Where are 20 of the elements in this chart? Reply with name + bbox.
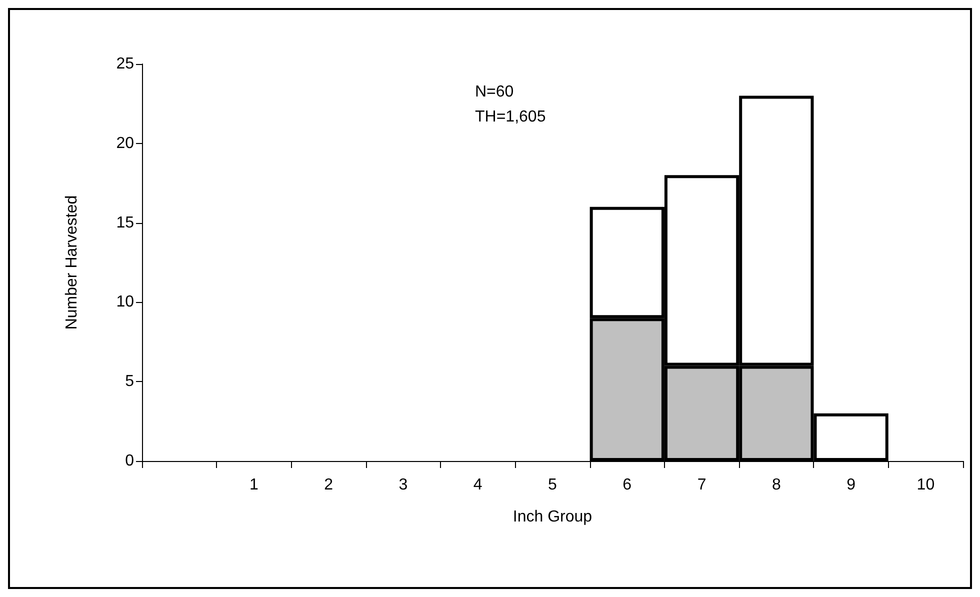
x-tick-label: 1 bbox=[250, 476, 258, 494]
x-tick-label: 9 bbox=[846, 476, 856, 494]
y-tick-label: 5 bbox=[125, 373, 134, 390]
x-tick-label: 8 bbox=[772, 476, 781, 494]
y-tick-label: 10 bbox=[116, 294, 134, 311]
y-axis-title: Number Harvested bbox=[64, 195, 80, 330]
annotation: TH=1,605 bbox=[475, 108, 546, 126]
x-tick-label: 3 bbox=[398, 476, 408, 494]
y-tick-label: 25 bbox=[116, 56, 134, 72]
x-tick-label: 4 bbox=[473, 476, 482, 494]
x-tick-label: 6 bbox=[622, 476, 632, 494]
y-tick-label: 20 bbox=[116, 134, 134, 152]
x-axis-title: Inch Group bbox=[512, 508, 592, 526]
x-tick-label: 2 bbox=[324, 476, 334, 494]
x-tick-label: 5 bbox=[548, 476, 558, 494]
x-tick-label: 10 bbox=[916, 476, 935, 494]
x-tick-label: 7 bbox=[697, 476, 706, 494]
y-tick-label: 15 bbox=[116, 214, 134, 232]
y-tick-label: 0 bbox=[125, 452, 134, 470]
annotation: N=60 bbox=[475, 84, 514, 100]
